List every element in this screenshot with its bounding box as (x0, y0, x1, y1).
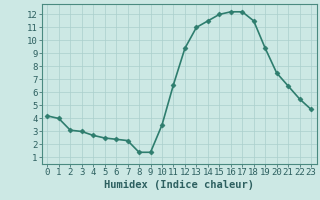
X-axis label: Humidex (Indice chaleur): Humidex (Indice chaleur) (104, 180, 254, 190)
